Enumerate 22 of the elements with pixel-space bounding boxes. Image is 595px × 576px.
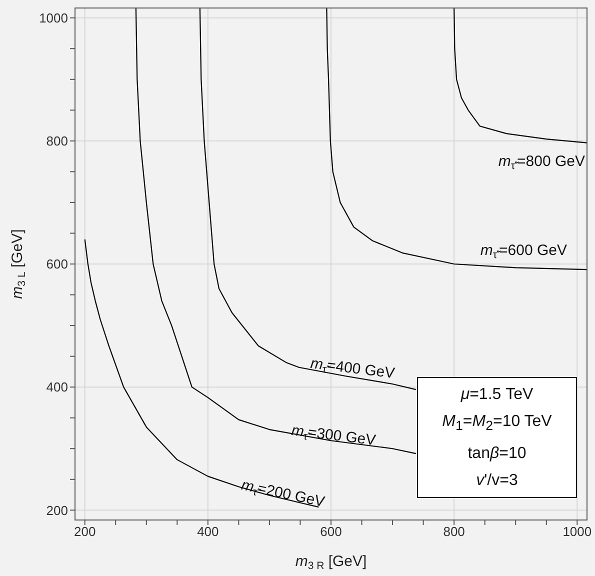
x-tick-label: 800 [443,524,465,540]
y-tick-label: 1000 [39,10,68,26]
y-tick-label: 400 [46,380,68,395]
series-label: m$_{τ̃'}$=600 GeV [480,242,567,261]
text: m$_{τ̃}$=200 GeV [240,476,326,511]
text: m$_{τ̃}$=300 GeV [290,422,377,450]
line-series [454,8,587,144]
line-series [326,8,587,270]
annotation: v'/v=3 [476,470,518,491]
text: m$_{τ̃}$=400 GeV [310,354,396,382]
x-tick-label: 200 [74,524,96,540]
x-tick-label: 400 [197,524,219,540]
y-tick-label: 200 [46,502,68,518]
series-label: m$_{τ̃'}$=800 GeV [498,153,585,172]
x-axis-title: m$_{3 R}$ [GeV] [295,553,367,572]
annotation: M$_{1}$=M$_{2}$=10 TeV [442,412,552,436]
y-tick-label: 800 [46,134,68,149]
x-tick-label: 600 [320,524,342,540]
x-tick-label: 1000 [562,524,592,540]
annotation: μ=1.5 TeV [460,385,534,406]
y-tick-label: 600 [46,256,68,272]
annotation: tanβ=10 [468,444,526,464]
